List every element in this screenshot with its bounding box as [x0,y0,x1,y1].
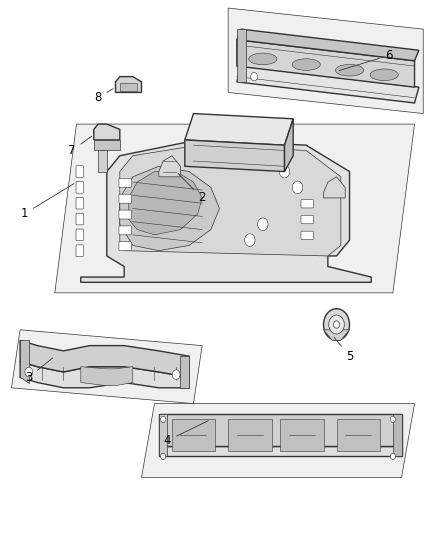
Text: 5: 5 [333,337,353,362]
Circle shape [160,453,166,459]
Circle shape [160,416,166,423]
Ellipse shape [291,59,320,70]
Polygon shape [392,414,401,456]
FancyBboxPatch shape [76,213,83,225]
FancyBboxPatch shape [119,241,131,251]
Text: 3: 3 [25,358,53,384]
FancyBboxPatch shape [119,194,131,203]
FancyBboxPatch shape [76,197,83,209]
Polygon shape [159,414,401,446]
Text: 1: 1 [21,183,74,220]
Polygon shape [120,83,137,91]
Circle shape [323,309,349,341]
Polygon shape [20,361,189,388]
Polygon shape [184,140,284,172]
Polygon shape [159,414,167,456]
Polygon shape [81,140,371,282]
Circle shape [279,165,289,178]
Polygon shape [180,356,189,388]
Circle shape [292,181,302,193]
Circle shape [389,416,395,423]
FancyBboxPatch shape [300,215,313,224]
Polygon shape [236,39,413,87]
Polygon shape [184,114,293,145]
Polygon shape [20,341,189,377]
Text: 6: 6 [339,49,392,70]
Circle shape [250,72,257,81]
FancyBboxPatch shape [119,210,131,219]
Circle shape [244,234,254,246]
Polygon shape [94,140,120,150]
Ellipse shape [369,69,397,80]
Polygon shape [228,8,422,114]
Circle shape [333,321,339,328]
FancyBboxPatch shape [300,231,313,240]
Polygon shape [336,419,379,451]
Polygon shape [11,330,202,403]
Circle shape [328,315,343,334]
Circle shape [389,453,395,459]
Circle shape [172,370,180,379]
Polygon shape [115,77,141,92]
Polygon shape [128,172,202,235]
Polygon shape [81,367,133,386]
Text: 4: 4 [163,421,208,447]
Circle shape [257,218,268,231]
Polygon shape [279,419,323,451]
FancyBboxPatch shape [76,245,83,256]
Polygon shape [141,403,413,478]
Polygon shape [236,29,245,82]
Ellipse shape [248,53,276,64]
FancyBboxPatch shape [119,226,131,235]
Polygon shape [55,124,413,293]
Polygon shape [284,119,293,172]
Text: 8: 8 [94,88,113,104]
Polygon shape [236,29,418,61]
Polygon shape [159,446,401,456]
FancyBboxPatch shape [76,182,83,193]
FancyBboxPatch shape [76,166,83,177]
Polygon shape [120,166,219,251]
Polygon shape [159,156,180,177]
Polygon shape [236,66,418,103]
Polygon shape [120,145,340,256]
Polygon shape [228,419,271,451]
Polygon shape [94,124,120,140]
FancyBboxPatch shape [300,199,313,208]
Polygon shape [323,330,349,341]
Polygon shape [323,177,344,198]
Text: 7: 7 [68,136,92,157]
Polygon shape [20,341,29,383]
Ellipse shape [335,64,363,76]
Polygon shape [98,150,106,172]
Circle shape [25,367,32,377]
FancyBboxPatch shape [119,179,131,188]
Polygon shape [171,419,215,451]
Text: 2: 2 [178,174,205,205]
FancyBboxPatch shape [76,229,83,241]
